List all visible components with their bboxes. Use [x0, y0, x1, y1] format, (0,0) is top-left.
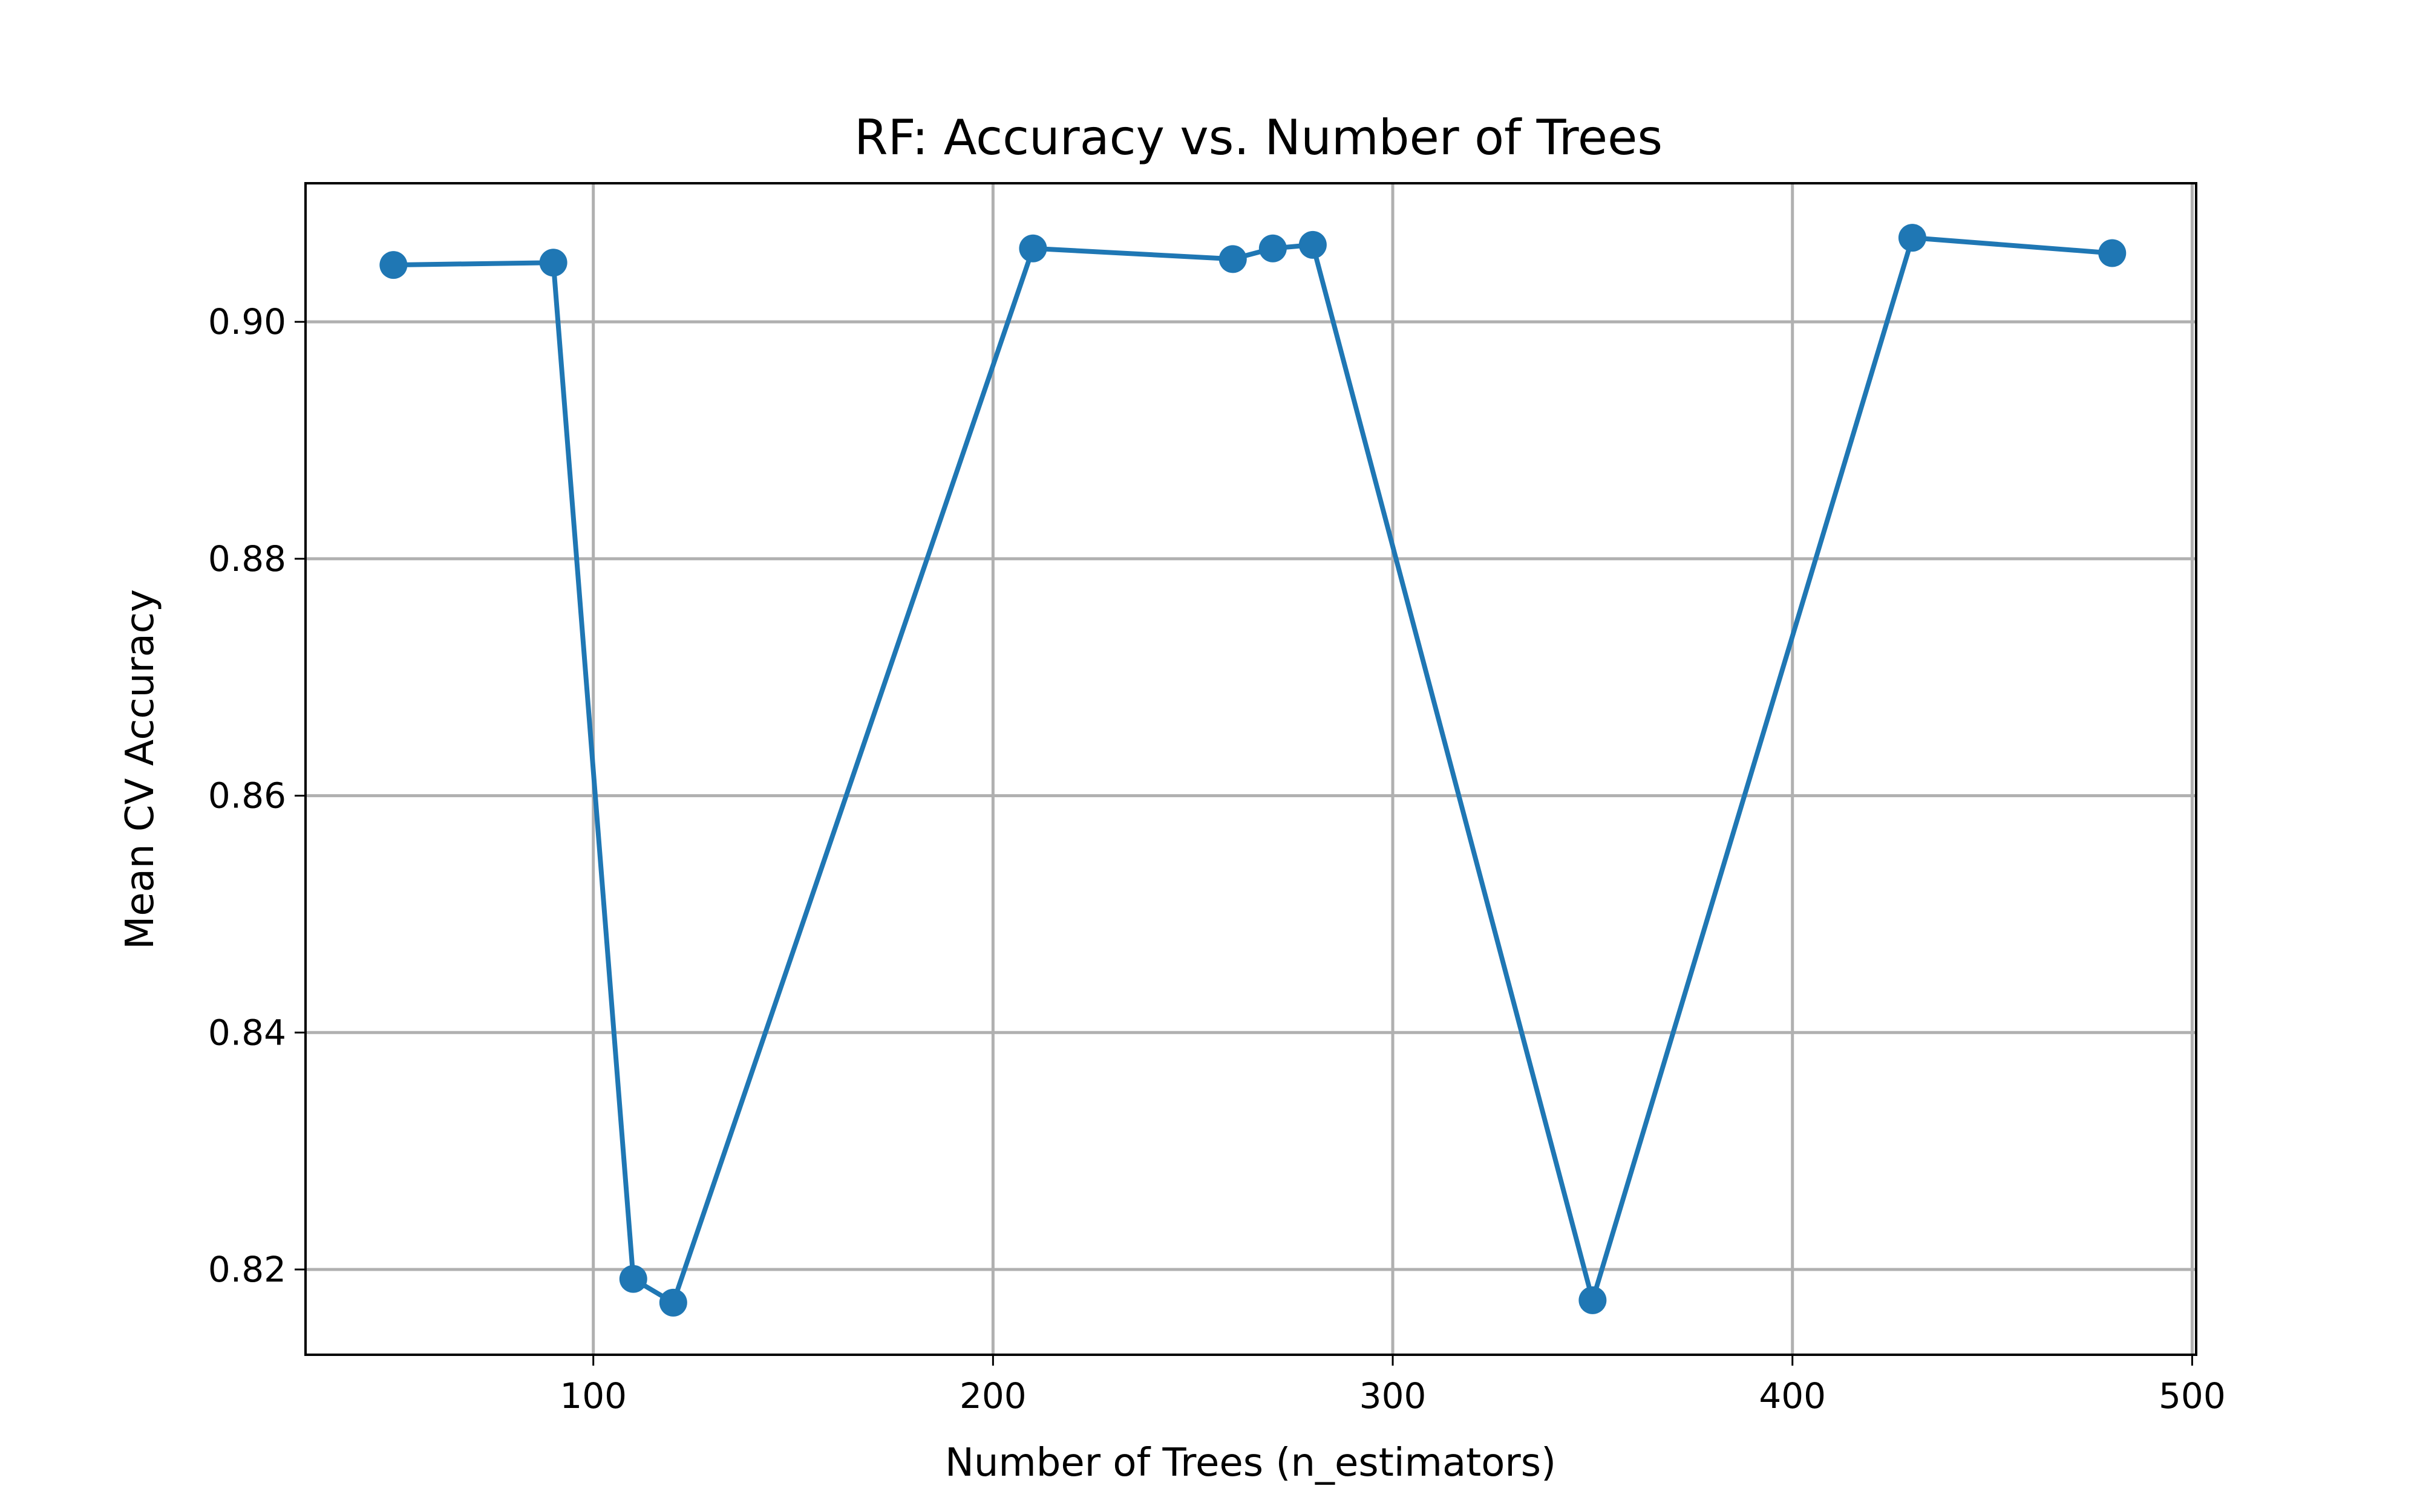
x-axis-label: Number of Trees (n_estimators)	[945, 1441, 1556, 1485]
axis-ticks: 100 200 300 400 500 0.82 0.84 0.86 0.88 0.90	[208, 301, 2226, 1416]
data-point	[1898, 224, 1926, 252]
y-tick-label: 0.90	[208, 301, 286, 342]
x-tick-label: 200	[960, 1375, 1027, 1416]
data-point	[1218, 245, 1247, 273]
series-layer	[379, 224, 2127, 1317]
data-point	[659, 1288, 687, 1317]
y-tick-label: 0.86	[208, 775, 286, 816]
y-tick-label: 0.82	[208, 1249, 286, 1290]
x-tick-label: 400	[1759, 1375, 1826, 1416]
data-point	[1298, 230, 1327, 259]
data-point	[2098, 239, 2127, 267]
data-point	[1258, 234, 1287, 262]
data-point	[1019, 234, 1047, 262]
y-tick-label: 0.88	[208, 538, 286, 579]
y-axis-label: Mean CV Accuracy	[118, 589, 163, 950]
plot-frame	[304, 182, 2197, 1356]
x-tick-label: 100	[560, 1375, 627, 1416]
chart-title: RF: Accuracy vs. Number of Trees	[854, 109, 1663, 166]
x-tick-label: 300	[1359, 1375, 1427, 1416]
x-tick-label: 500	[2159, 1375, 2226, 1416]
data-point	[379, 251, 408, 279]
grid-lines	[306, 183, 2196, 1355]
data-point	[1578, 1286, 1607, 1314]
data-point	[539, 249, 567, 277]
y-tick-label: 0.84	[208, 1012, 286, 1053]
data-point	[619, 1265, 647, 1293]
